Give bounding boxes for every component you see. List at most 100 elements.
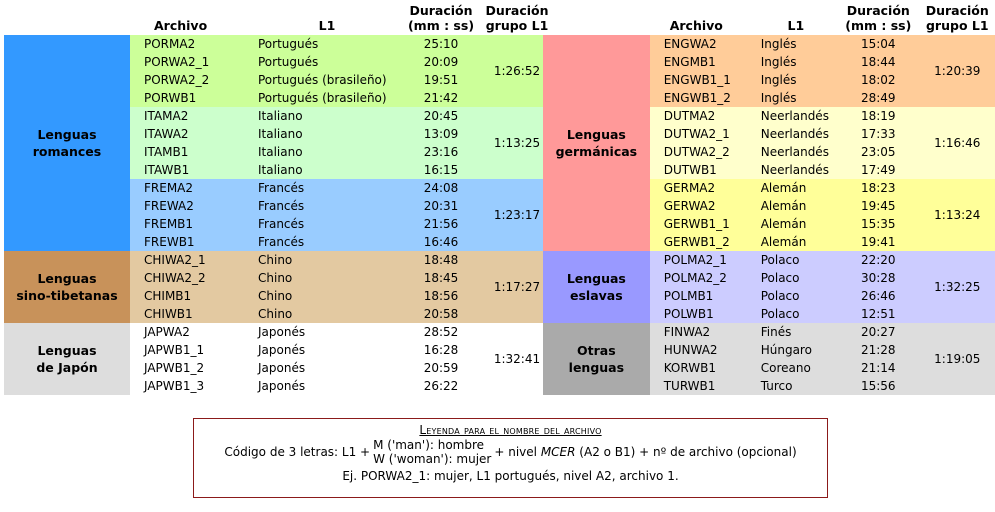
- family-label-line1: Lenguas: [566, 271, 626, 286]
- left-table: Archivo L1 Duración (mm : ss) Duración grupo …: [4, 0, 554, 395]
- table-row: PORWA2_2 Portugués (brasileño) 19:51: [4, 71, 554, 89]
- l1-language: Italiano: [258, 127, 303, 141]
- l1-language: Turco: [760, 379, 793, 393]
- duration: 23:05: [860, 145, 896, 159]
- l1-language: Neerlandés: [760, 109, 829, 123]
- duration: 13:09: [423, 127, 459, 141]
- table-row: ITAMB1 Italiano 23:16: [4, 143, 554, 161]
- legend-gender-options: M ('man'): hombre W ('woman'): mujer: [373, 438, 491, 466]
- header-row: Archivo L1 Duración (mm : ss) Duración grupo …: [543, 0, 995, 35]
- file-name-legend: Leyenda para el nombre del archivo Códig…: [193, 418, 828, 498]
- duration: 24:08: [423, 181, 459, 195]
- header-l1: L1: [787, 18, 805, 33]
- table-row: DUTWA2_2 Neerlandés 23:05: [543, 143, 995, 161]
- l1-language: Alemán: [760, 217, 807, 231]
- header-duracion: Duración (mm : ss): [837, 0, 920, 35]
- duration: 21:56: [423, 217, 459, 231]
- duration: 25:10: [423, 37, 459, 51]
- table-row: CHIWB1 Chino 20:58: [4, 305, 554, 323]
- table-row: Lenguas romances PORMA2 Portugués 25:10 1:26:…: [4, 35, 554, 251]
- table-row: GERMA2 Alemán 18:23 1:13:24: [543, 179, 995, 222]
- file-name: ITAMB1: [144, 145, 189, 159]
- l1-language: Chino: [258, 253, 293, 267]
- l1-language: Alemán: [760, 235, 807, 249]
- file-name: FREMB1: [144, 217, 194, 231]
- family-label: Lenguas eslavas: [543, 251, 650, 323]
- header-duracion-unit: (mm : ss): [407, 18, 475, 33]
- group-duration: 1:19:05: [934, 352, 981, 366]
- duration: 28:52: [423, 325, 459, 339]
- family-label-line1: Lenguas: [37, 343, 97, 358]
- header-duracion-grupo: Duración grupo L1: [480, 0, 554, 35]
- right-table: Archivo L1 Duración (mm : ss) Duración grupo …: [543, 0, 995, 395]
- l1-language: Portugués (brasileño): [258, 91, 387, 105]
- file-name: ENGMB1: [663, 55, 716, 69]
- family-label: Lenguas de Japón: [4, 323, 130, 395]
- header-duracion-grupo-label: Duración: [925, 3, 989, 18]
- file-name: DUTMA2: [663, 109, 716, 123]
- l1-language: Portugués: [258, 55, 319, 69]
- table-row: ENGWB1_2 Inglés 28:49: [543, 89, 995, 107]
- table-row: FREMB1 Francés 21:56: [4, 215, 554, 233]
- l1-language: Neerlandés: [760, 163, 829, 177]
- legend-title: Leyenda para el nombre del archivo: [419, 423, 602, 437]
- l1-language: Chino: [258, 307, 293, 321]
- table-row: ENGWB1_1 Inglés 18:02: [543, 71, 995, 89]
- file-name: POLMA2_1: [663, 253, 727, 267]
- file-name: ITAWA2: [144, 127, 189, 141]
- duration: 18:45: [423, 271, 459, 285]
- l1-language: Italiano: [258, 163, 303, 177]
- table-row: POLWB1 Polaco 12:51: [543, 305, 995, 323]
- duration: 15:56: [860, 379, 896, 393]
- family-label-line2: germánicas: [555, 144, 638, 159]
- duration: 26:46: [860, 289, 896, 303]
- table-row: HUNWA2 Húngaro 21:28: [543, 341, 995, 359]
- header-duracion-grupo-label: Duración: [485, 3, 549, 18]
- table-row: JAPWB1_2 Japonés 20:59: [4, 359, 554, 377]
- legend-w: W ('woman'): mujer: [373, 452, 492, 466]
- file-name: KORWB1: [663, 361, 716, 375]
- family-label: Otras lenguas: [543, 323, 650, 395]
- table-row: JAPWB1_3 Japonés 26:22: [4, 377, 554, 395]
- duration: 20:58: [423, 307, 459, 321]
- l1-language: Húngaro: [760, 343, 812, 357]
- legend-example: Ej. PORWA2_1: mujer, L1 portugués, nivel…: [342, 469, 679, 483]
- table-row: DUTWA2_1 Neerlandés 17:33: [543, 125, 995, 143]
- duration: 19:41: [860, 235, 896, 249]
- table-row: POLMB1 Polaco 26:46: [543, 287, 995, 305]
- file-name: GERMA2: [663, 181, 716, 195]
- file-name: PORWA2_2: [144, 73, 210, 87]
- file-name: GERWB1_2: [663, 235, 730, 249]
- file-name: GERWB1_1: [663, 217, 730, 231]
- file-name: PORMA2: [144, 37, 196, 51]
- file-name: POLMB1: [663, 289, 714, 303]
- table-row: Lenguas eslavas POLMA2_1 Polaco 22:20 1:32:25: [543, 251, 995, 323]
- file-name: POLMA2_2: [663, 271, 727, 285]
- duration: 16:15: [423, 163, 459, 177]
- table-row: KORWB1 Coreano 21:14: [543, 359, 995, 377]
- file-name: HUNWA2: [663, 343, 718, 357]
- file-name: DUTWA2_2: [663, 145, 730, 159]
- table-row: Lenguas germánicas ENGWA2 Inglés 15:04 1:20:3…: [543, 35, 995, 251]
- table-row: DUTWB1 Neerlandés 17:49: [543, 161, 995, 179]
- l1-language: Francés: [258, 235, 305, 249]
- l1-language: Japonés: [258, 343, 306, 357]
- file-name: FREMA2: [144, 181, 194, 195]
- file-name: CHIWA2_2: [144, 271, 206, 285]
- group-duration: 1:23:17: [493, 208, 541, 222]
- group-duration: 1:32:25: [934, 280, 981, 294]
- group-duration: 1:13:24: [934, 208, 981, 222]
- file-name: JAPWB1_3: [144, 379, 205, 393]
- l1-language: Italiano: [258, 109, 303, 123]
- duration: 12:51: [860, 307, 896, 321]
- l1-language: Inglés: [760, 55, 797, 69]
- table-row: ENGMB1 Inglés 18:44: [543, 53, 995, 71]
- family-label-line1: Otras: [577, 343, 616, 358]
- duration: 23:16: [423, 145, 459, 159]
- header-row: Archivo L1 Duración (mm : ss) Duración grupo …: [4, 0, 554, 35]
- duration: 15:35: [860, 217, 896, 231]
- duration: 20:31: [423, 199, 459, 213]
- header-l1: L1: [318, 18, 336, 33]
- table-row: TURWB1 Turco 15:56: [543, 377, 995, 395]
- file-name: PORWA2_1: [144, 55, 210, 69]
